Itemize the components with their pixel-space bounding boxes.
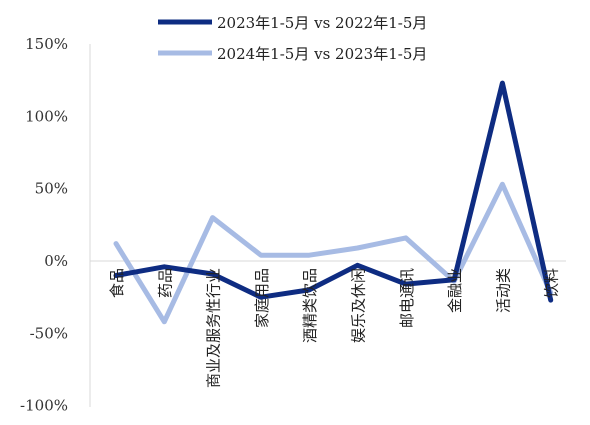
x-tick-label: 娱乐及休闲 [350, 268, 368, 343]
x-tick-label: 金融业 [446, 268, 464, 313]
x-tick-label: 家庭用品 [253, 268, 271, 328]
x-tick-label: 商业及服务性行业 [205, 268, 223, 388]
y-tick-label: 100% [25, 107, 68, 125]
y-tick-label: 0% [44, 252, 68, 270]
legend: 2023年1-5月 vs 2022年1-5月 2024年1-5月 vs 2023… [158, 14, 427, 63]
x-tick-label: 食品 [108, 268, 126, 298]
category-labels: 食品 药品 商业及服务性行业 家庭用品 酒精类饮品 娱乐及休闲 邮电通讯 金融业 活动类 饮料 [108, 268, 561, 388]
y-tick-label: -100% [20, 397, 68, 415]
legend-label-series-2: 2024年1-5月 vs 2023年1-5月 [217, 45, 427, 63]
y-tick-labels: 150% 100% 50% 0% -50% -100% [20, 35, 68, 415]
x-tick-label: 药品 [156, 268, 174, 298]
legend-label-series-1: 2023年1-5月 vs 2022年1-5月 [217, 14, 427, 32]
y-tick-label: 50% [35, 180, 68, 198]
y-tick-label: -50% [30, 324, 68, 342]
x-tick-label: 饮料 [543, 268, 561, 298]
series-line-1 [113, 80, 554, 303]
x-tick-label: 活动类 [494, 268, 512, 313]
x-tick-label: 邮电通讯 [398, 268, 416, 328]
series-lines [113, 80, 554, 325]
series-line-2 [113, 181, 554, 325]
y-axis: 150% 100% 50% 0% -50% -100% [20, 35, 91, 415]
y-tick-label: 150% [25, 35, 68, 53]
x-tick-label: 酒精类饮品 [301, 268, 319, 343]
